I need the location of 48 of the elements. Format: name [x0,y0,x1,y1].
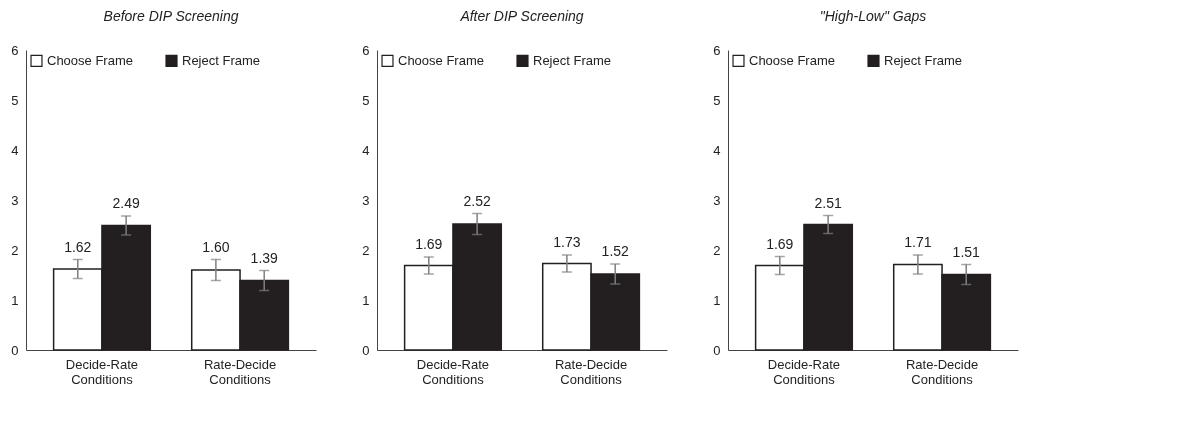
data-label: 1.52 [601,243,630,259]
data-label: 2.49 [112,195,140,211]
y-tick-label: 5 [362,92,370,108]
data-label: 2.52 [463,192,491,209]
y-tick-label: 4 [713,142,721,158]
data-label: 1.69 [415,236,443,252]
y-tick-label: 6 [362,42,370,58]
x-tick-label: Rate-Decide Conditions [905,356,979,387]
y-tick-label: 1 [713,292,721,308]
y-tick-label: 0 [713,342,721,358]
data-label: 1.71 [904,234,932,250]
data-label: 1.60 [202,238,230,255]
data-label: 1.62 [64,238,92,255]
y-tick-label: 4 [362,142,370,158]
legend-label: Choose Frame [749,52,835,68]
legend-label: Reject Frame [533,52,612,68]
y-tick-label: 1 [362,292,370,308]
y-tick-label: 5 [713,92,721,108]
data-label: 1.73 [553,234,581,250]
legend-label: Reject Frame [884,52,963,68]
y-tick-label: 6 [713,42,721,58]
data-label: 1.39 [250,249,279,266]
y-tick-label: 2 [713,242,721,258]
data-label: 2.51 [814,194,842,211]
legend-label: Reject Frame [182,52,261,68]
y-tick-label: 0 [362,342,370,358]
y-tick-label: 2 [11,242,19,258]
y-tick-label: 3 [362,192,370,208]
x-tick-label: Rate-Decide Conditions [203,356,277,387]
legend-label: Choose Frame [398,52,484,68]
data-label: 1.69 [766,235,794,252]
y-tick-label: 2 [362,242,370,258]
y-tick-label: 6 [11,42,19,58]
y-tick-label: 4 [11,142,19,158]
chart-title: Before DIP Screening [103,8,239,24]
x-tick-label: Decide-Rate Conditions [767,356,841,387]
data-label: 1.51 [952,243,981,260]
chart-title: "High-Low" Gaps [819,8,927,24]
x-tick-label: Decide-Rate Conditions [65,356,139,387]
x-tick-label: Decide-Rate Conditions [416,356,490,387]
chart-title: After DIP Screening [459,8,584,24]
y-tick-label: 3 [11,192,19,208]
y-tick-label: 0 [11,342,19,358]
y-tick-label: 3 [713,192,721,208]
legend-label: Choose Frame [47,52,133,68]
y-tick-label: 1 [11,292,19,308]
x-tick-label: Rate-Decide Conditions [554,356,628,387]
y-tick-label: 5 [11,92,19,108]
